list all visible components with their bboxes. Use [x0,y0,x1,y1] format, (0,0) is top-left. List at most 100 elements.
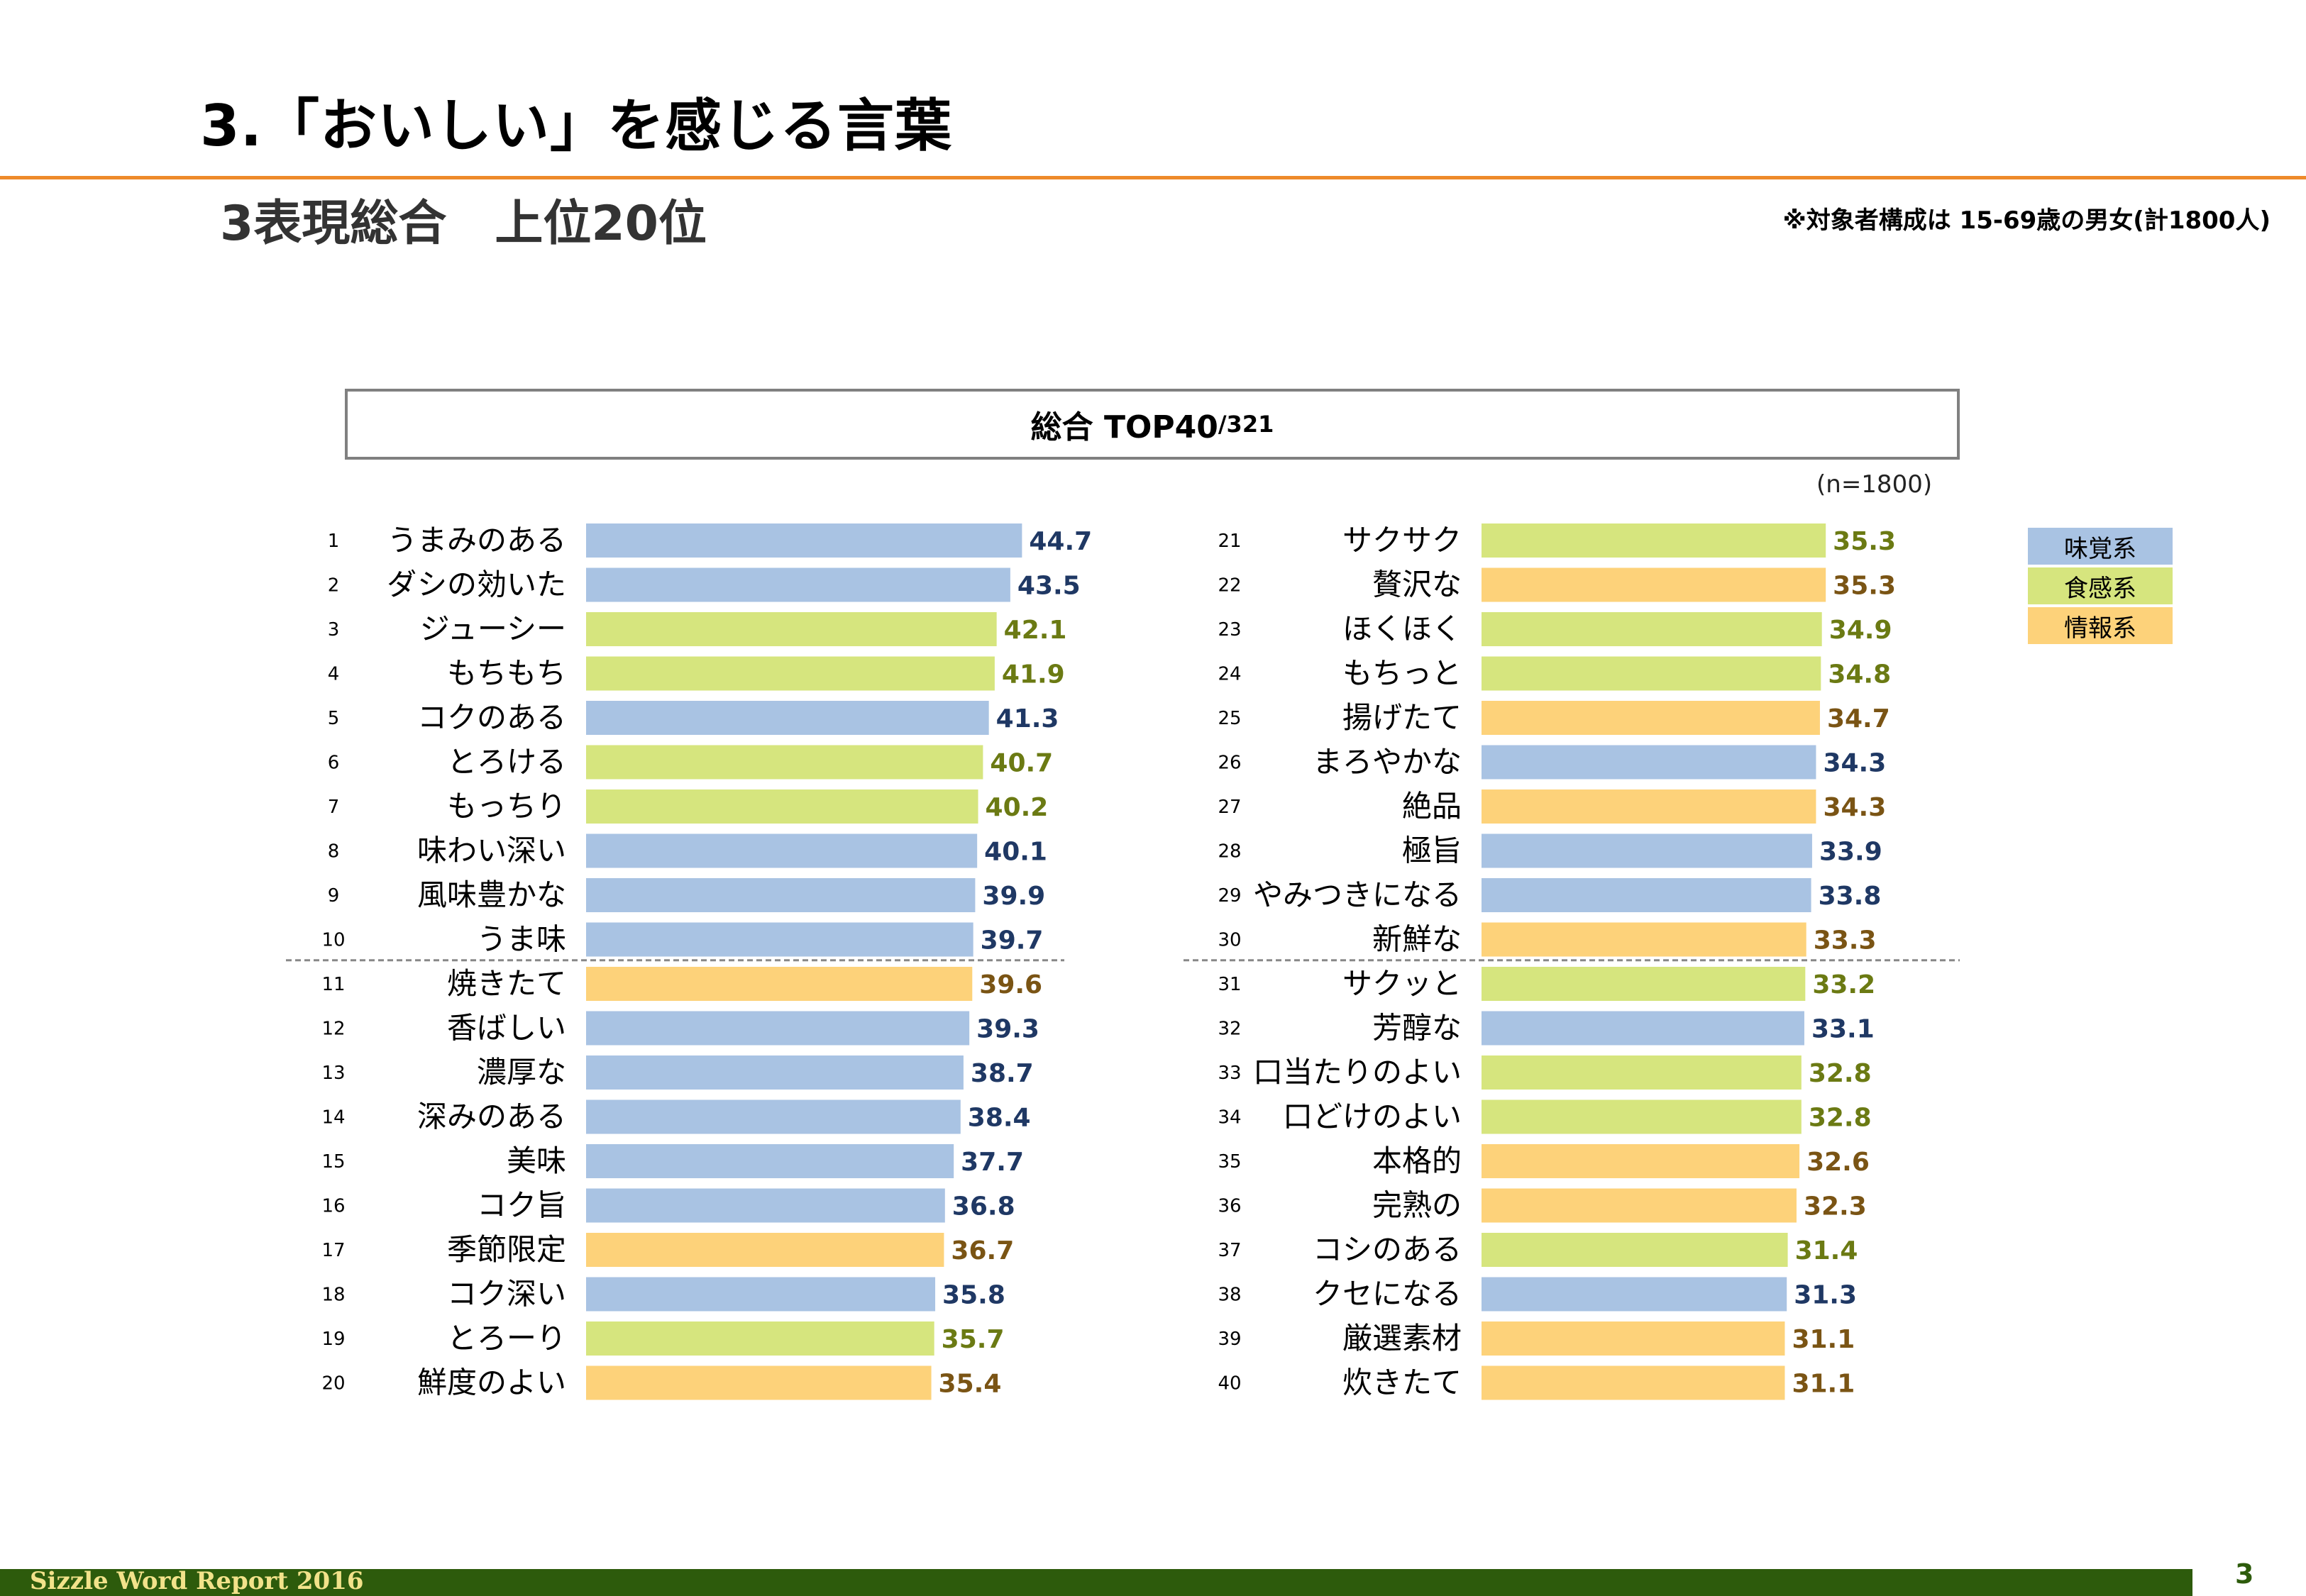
bar-value-label: 33.2 [1812,970,1875,999]
bar [586,1011,970,1046]
bar-category-label: コクのある [417,700,566,735]
bar-value-label: 33.3 [1814,926,1877,955]
rank-number: 3 [328,619,340,641]
chart-legend: 味覚系 食感系 情報系 [2028,528,2173,647]
bar [1482,1321,1785,1356]
bar [1482,1144,1800,1178]
bar-category-label: まろやかな [1313,745,1462,780]
rank-number: 17 [321,1240,345,1261]
bar [586,567,1010,602]
bar [1482,1055,1802,1090]
bar-value-label: 33.1 [1811,1015,1875,1044]
bar-category-label: 炊きたて [1342,1365,1462,1400]
rank-number: 1 [328,531,340,552]
bar-value-label: 34.3 [1823,749,1886,778]
rank-number: 33 [1218,1063,1241,1084]
rank-number: 36 [1218,1196,1241,1217]
bar-category-label: 香ばしい [447,1011,566,1046]
bar-value-label: 42.1 [1004,616,1067,645]
rank-number: 4 [328,664,340,685]
bar-category-label: 口当たりのよい [1253,1055,1462,1090]
bar-category-label: 完熟の [1372,1188,1462,1223]
bar [586,656,995,691]
rank-number: 9 [328,885,340,907]
rank-number: 5 [328,708,340,729]
footer-bar [0,1569,2192,1596]
bar-category-label: 芳醇な [1372,1011,1462,1046]
bar-value-label: 32.8 [1809,1104,1872,1133]
bar-category-label: コク深い [447,1277,566,1312]
bar-value-label: 34.9 [1829,616,1892,645]
title-divider [0,176,2306,179]
bar-category-label: 贅沢な [1372,567,1462,602]
bar-category-label: 季節限定 [447,1232,566,1267]
rank-number: 26 [1218,753,1241,774]
bar-value-label: 35.7 [942,1325,1005,1354]
rank-number: 20 [321,1373,345,1395]
rank-number: 29 [1218,885,1241,907]
bar [1482,922,1806,957]
bar [586,701,989,735]
bar-value-label: 31.3 [1794,1281,1857,1310]
bar-value-label: 31.1 [1792,1370,1855,1399]
bar [586,523,1022,558]
bar-category-label: サクッと [1342,966,1462,1001]
bar [1482,745,1816,780]
bar-category-label: 厳選素材 [1342,1321,1462,1356]
footer-report-name: Sizzle Word Report 2016 [30,1567,364,1595]
page-number: 3 [2235,1558,2254,1590]
bar-value-label: 35.3 [1833,572,1896,601]
bar-category-label: 揚げたて [1342,700,1462,735]
bar [586,789,978,824]
rank-number: 21 [1218,531,1241,552]
bar-category-label: うま味 [477,922,566,957]
bar-value-label: 39.6 [979,970,1042,999]
bar [586,967,973,1001]
bar-category-label: ほくほく [1342,611,1462,646]
rank-number: 16 [321,1196,345,1217]
bar-category-label: 本格的 [1372,1143,1462,1178]
rank-number: 28 [1218,841,1241,863]
bar-category-label: 深みのある [417,1099,566,1134]
bar-category-label: やみつきになる [1253,877,1462,912]
bar-category-label: コク旨 [477,1188,566,1223]
bar-category-label: うまみのある [387,523,566,558]
bar [586,922,973,957]
bar-category-label: 絶品 [1402,789,1462,824]
bar-value-label: 34.8 [1828,660,1891,689]
rank-number: 24 [1218,664,1241,685]
bar-value-label: 34.3 [1823,793,1886,822]
bar-category-label: 味わい深い [417,833,566,868]
bar-category-label: ダシの効いた [387,567,566,602]
bar-category-label: 鮮度のよい [417,1365,566,1400]
bar [1482,789,1816,824]
rank-number: 22 [1218,575,1241,597]
page-subtitle: 3表現総合 上位20位 [220,196,707,252]
bar-value-label: 40.2 [986,793,1049,822]
bar-value-label: 39.9 [982,882,1045,911]
bar-value-label: 38.4 [968,1104,1031,1133]
bar-value-label: 38.7 [971,1059,1034,1088]
bar [1482,1365,1785,1400]
rank-number: 32 [1218,1019,1241,1040]
bar-value-label: 40.1 [984,838,1047,867]
bar [586,878,976,912]
chart-title-box: 総合 TOP40/321 [345,389,1960,460]
bar-value-label: 44.7 [1029,527,1092,556]
bar-value-label: 40.7 [990,749,1053,778]
bar-value-label: 41.3 [996,704,1059,733]
bar-value-label: 36.7 [951,1236,1014,1265]
bar-category-label: 風味豊かな [417,877,566,912]
bar-category-label: もちもち [447,656,566,691]
rank-number: 34 [1218,1107,1241,1129]
bar [1482,656,1821,691]
bar [1482,1011,1804,1046]
bar-category-label: 焼きたて [447,966,566,1001]
bar-category-label: クセになる [1313,1277,1462,1312]
bar-category-label: 極旨 [1402,833,1462,868]
rank-number: 38 [1218,1285,1241,1306]
bar [1482,1277,1787,1312]
ranking-bar-chart: 1 うまみのある 44.7 2 ダシの効いた 43.5 3 ジューシー 42.1 4 もちもち 41.… [286,523,1960,1400]
rank-number: 7 [328,797,340,818]
bar [1482,1188,1797,1223]
